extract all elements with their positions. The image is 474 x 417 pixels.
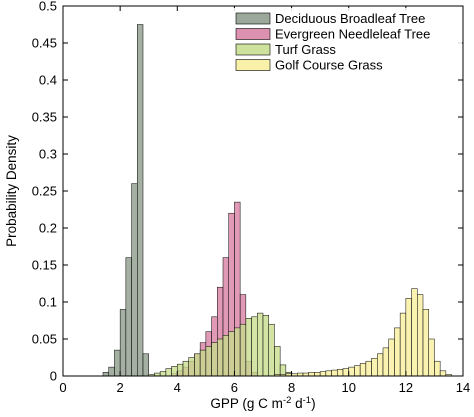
bar bbox=[234, 327, 241, 377]
bar bbox=[257, 312, 264, 377]
bar bbox=[365, 360, 372, 377]
x-tick-label: 6 bbox=[231, 380, 238, 395]
bar bbox=[325, 370, 332, 377]
bar bbox=[342, 368, 349, 377]
bar bbox=[417, 294, 424, 377]
y-tick-label: 0.05 bbox=[32, 332, 57, 347]
bar bbox=[102, 372, 109, 377]
legend-swatch bbox=[235, 43, 271, 56]
bar bbox=[177, 363, 184, 377]
bar bbox=[434, 360, 441, 377]
bar bbox=[205, 346, 212, 377]
bar bbox=[182, 360, 189, 377]
x-tick-label: 4 bbox=[174, 380, 181, 395]
bar bbox=[308, 372, 315, 377]
y-tick-label: 0.5 bbox=[39, 0, 57, 14]
bar bbox=[371, 357, 378, 377]
bar bbox=[125, 257, 132, 377]
bar bbox=[217, 338, 224, 377]
bar bbox=[399, 312, 407, 377]
bar bbox=[165, 368, 172, 377]
bar bbox=[194, 353, 201, 377]
y-axis-title: Probability Density bbox=[4, 135, 19, 247]
bar bbox=[142, 353, 149, 377]
bar bbox=[377, 353, 384, 377]
x-tick-label: 14 bbox=[456, 380, 470, 395]
legend-swatch bbox=[235, 28, 271, 40]
bar bbox=[171, 366, 178, 377]
bar bbox=[245, 318, 252, 377]
bar bbox=[394, 327, 401, 377]
y-tick-label: 0.45 bbox=[32, 36, 57, 51]
legend-swatch bbox=[235, 12, 271, 25]
bar bbox=[159, 371, 167, 377]
bar bbox=[359, 363, 367, 377]
y-tick-label: 0.15 bbox=[32, 258, 57, 273]
bar bbox=[211, 342, 218, 377]
bar bbox=[137, 24, 144, 377]
y-tick-label: 0.35 bbox=[32, 110, 57, 125]
bar bbox=[199, 349, 207, 377]
x-tick-label: 2 bbox=[117, 380, 124, 395]
x-tick-label: 10 bbox=[341, 380, 355, 395]
bar bbox=[348, 366, 355, 377]
y-tick-label: 0.1 bbox=[39, 295, 57, 310]
legend-box bbox=[232, 8, 462, 76]
y-tick-label: 0.3 bbox=[39, 147, 57, 162]
histogram-bars bbox=[102, 24, 452, 377]
legend-label: Golf Course Grass bbox=[275, 58, 383, 73]
bar bbox=[314, 372, 321, 377]
bar bbox=[405, 298, 412, 377]
bar bbox=[411, 288, 418, 377]
bar bbox=[382, 347, 389, 377]
y-tick-label: 0.4 bbox=[39, 73, 57, 88]
bar bbox=[331, 369, 338, 377]
y-tick-label: 0.2 bbox=[39, 221, 57, 236]
x-tick-label: 12 bbox=[399, 380, 413, 395]
y-tick-label: 0 bbox=[50, 369, 57, 384]
bar bbox=[228, 331, 235, 377]
bar bbox=[119, 309, 127, 377]
bar bbox=[422, 309, 429, 377]
axis-ticks: 0 2 4 6 8 10 12 14 0 0.05 0.1 0.15 0.2 0.25 0.3 0.35 0.4… bbox=[32, 0, 471, 395]
bar bbox=[354, 365, 361, 377]
bar bbox=[222, 335, 229, 377]
bar bbox=[319, 371, 327, 377]
bar bbox=[428, 338, 435, 377]
bar bbox=[188, 357, 195, 377]
bar bbox=[262, 315, 269, 377]
plot-frame bbox=[62, 5, 464, 377]
bar bbox=[274, 346, 281, 377]
bar bbox=[388, 338, 395, 377]
legend-label: Deciduous Broadleaf Tree bbox=[275, 11, 425, 26]
bar bbox=[108, 366, 115, 377]
legend-swatch bbox=[235, 59, 271, 71]
bar bbox=[268, 323, 275, 377]
x-tick-label: 0 bbox=[59, 380, 66, 395]
x-tick-label: 8 bbox=[288, 380, 295, 395]
bar bbox=[239, 323, 247, 377]
bar bbox=[251, 316, 258, 377]
bar bbox=[439, 370, 447, 377]
legend-label: Turf Grass bbox=[275, 42, 336, 57]
y-tick-label: 0.25 bbox=[32, 184, 57, 199]
legend-label: Evergreen Needleleaf Tree bbox=[275, 27, 430, 42]
x-axis-title: GPP (g C m-2 d-1) bbox=[210, 395, 315, 412]
bar bbox=[337, 369, 344, 377]
bar bbox=[114, 349, 121, 377]
bar bbox=[131, 183, 138, 377]
